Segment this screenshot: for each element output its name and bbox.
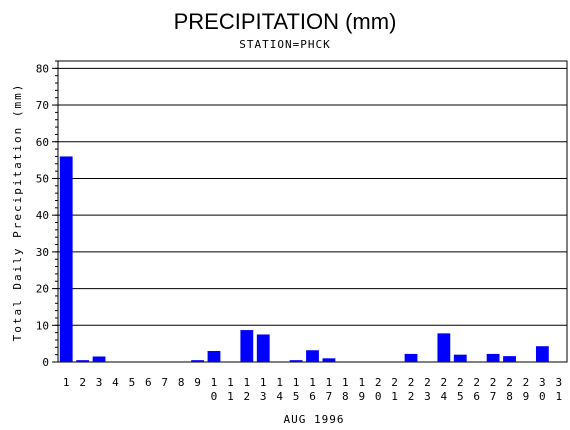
- bar-9: [191, 360, 204, 362]
- y-tick-label: 70: [36, 99, 49, 112]
- y-tick-label: 30: [36, 246, 49, 259]
- x-tick-label: 9: [194, 376, 201, 389]
- x-tick-label: 1: [63, 376, 70, 389]
- bar-3: [92, 356, 106, 362]
- bar-17: [322, 358, 336, 362]
- bar-12: [240, 330, 254, 362]
- bar-1: [59, 156, 73, 362]
- chart-subtitle: STATION=PHCK: [239, 38, 330, 51]
- x-tick-label: 4: [112, 376, 119, 389]
- x-tick-label: 8: [178, 376, 185, 389]
- y-tick-label: 0: [42, 356, 49, 369]
- y-tick-label: 50: [36, 172, 49, 185]
- bar-22: [404, 353, 418, 362]
- x-tick-label: 2: [79, 376, 86, 389]
- bar-10: [207, 350, 221, 362]
- bar-15: [289, 360, 303, 362]
- bar-30: [535, 346, 549, 362]
- chart-title: PRECIPITATION (mm): [174, 9, 397, 34]
- bar-28: [503, 356, 516, 362]
- x-tick-label: 7: [161, 376, 168, 389]
- y-axis-label: Total Daily Precipitation (mm): [11, 83, 24, 342]
- bar-27: [486, 353, 500, 362]
- x-tick-label: 6: [145, 376, 152, 389]
- y-tick-label: 80: [36, 62, 49, 75]
- bar-25: [453, 354, 467, 362]
- x-tick-label: 3: [96, 376, 103, 389]
- x-tick-label: 5: [129, 376, 136, 389]
- y-tick-label: 20: [36, 283, 49, 296]
- bar-16: [306, 350, 319, 362]
- y-tick-label: 40: [36, 209, 49, 222]
- x-axis-label: AUG 1996: [284, 413, 345, 426]
- y-tick-label: 10: [36, 319, 49, 332]
- bar-24: [437, 333, 451, 362]
- bar-13: [256, 334, 270, 362]
- plot-frame: [57, 60, 568, 363]
- y-tick-label: 60: [36, 136, 49, 149]
- bar-2: [76, 360, 90, 362]
